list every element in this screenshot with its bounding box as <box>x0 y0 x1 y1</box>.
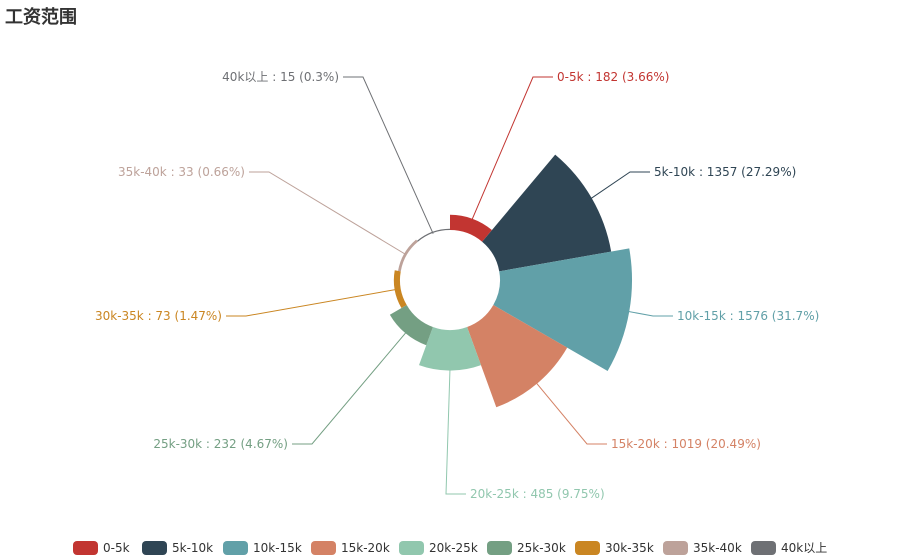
legend-label-40k以上[interactable]: 40k以上 <box>781 541 827 555</box>
leader-line-30k-35k <box>226 288 397 317</box>
slice-label-15k-20k: 15k-20k : 1019 (20.49%) <box>611 437 761 451</box>
legend-swatch-5k-10k[interactable] <box>142 541 167 555</box>
legend-label-30k-35k[interactable]: 30k-35k <box>605 541 654 555</box>
legend-label-25k-30k[interactable]: 25k-30k <box>517 541 566 555</box>
slice-label-5k-10k: 5k-10k : 1357 (27.29%) <box>654 165 796 179</box>
slice-label-40k以上: 40k以上 : 15 (0.3%) <box>222 70 339 84</box>
slice-label-25k-30k: 25k-30k : 232 (4.67%) <box>153 437 288 451</box>
rose-slice-35k-40k[interactable] <box>398 239 418 272</box>
legend-label-5k-10k[interactable]: 5k-10k <box>172 541 213 555</box>
legend-swatch-10k-15k[interactable] <box>223 541 248 555</box>
slice-label-30k-35k: 30k-35k : 73 (1.47%) <box>95 309 222 323</box>
legend-label-20k-25k[interactable]: 20k-25k <box>429 541 478 555</box>
slice-label-20k-25k: 20k-25k : 485 (9.75%) <box>470 487 605 501</box>
rose-slice-0-5k[interactable] <box>450 214 492 242</box>
leader-line-35k-40k <box>249 171 407 256</box>
leader-line-25k-30k <box>292 331 408 445</box>
leader-line-5k-10k <box>589 171 650 200</box>
legend-swatch-35k-40k[interactable] <box>663 541 688 555</box>
slice-label-0-5k: 0-5k : 182 (3.66%) <box>557 70 669 84</box>
legend-swatch-15k-20k[interactable] <box>311 541 336 555</box>
legend-swatch-25k-30k[interactable] <box>487 541 512 555</box>
legend-swatch-0-5k[interactable] <box>73 541 98 555</box>
legend-label-15k-20k[interactable]: 15k-20k <box>341 541 390 555</box>
rose-slice-10k-15k[interactable] <box>493 248 633 371</box>
legend-label-10k-15k[interactable]: 10k-15k <box>253 541 302 555</box>
rose-slice-15k-20k[interactable] <box>467 305 568 408</box>
rose-slice-30k-35k[interactable] <box>393 270 407 309</box>
rose-slice-5k-10k[interactable] <box>482 154 612 272</box>
slice-label-35k-40k: 35k-40k : 33 (0.66%) <box>118 165 245 179</box>
rose-slice-25k-30k[interactable] <box>389 305 433 346</box>
slice-label-10k-15k: 10k-15k : 1576 (31.7%) <box>677 309 819 323</box>
chart-title: 工资范围 <box>5 7 77 28</box>
rose-slice-20k-25k[interactable] <box>419 326 481 371</box>
legend-swatch-40k以上[interactable] <box>751 541 776 555</box>
legend-swatch-30k-35k[interactable] <box>575 541 600 555</box>
legend-swatch-20k-25k[interactable] <box>399 541 424 555</box>
leader-line-20k-25k <box>445 368 466 495</box>
rose-slice-40k以上[interactable] <box>417 228 450 242</box>
legend-label-35k-40k[interactable]: 35k-40k <box>693 541 742 555</box>
leader-line-10k-15k <box>627 310 673 317</box>
legend-label-0-5k[interactable]: 0-5k <box>103 541 130 555</box>
leader-line-15k-20k <box>535 381 607 445</box>
leader-line-0-5k <box>471 76 553 221</box>
leader-line-40k以上 <box>343 76 434 234</box>
